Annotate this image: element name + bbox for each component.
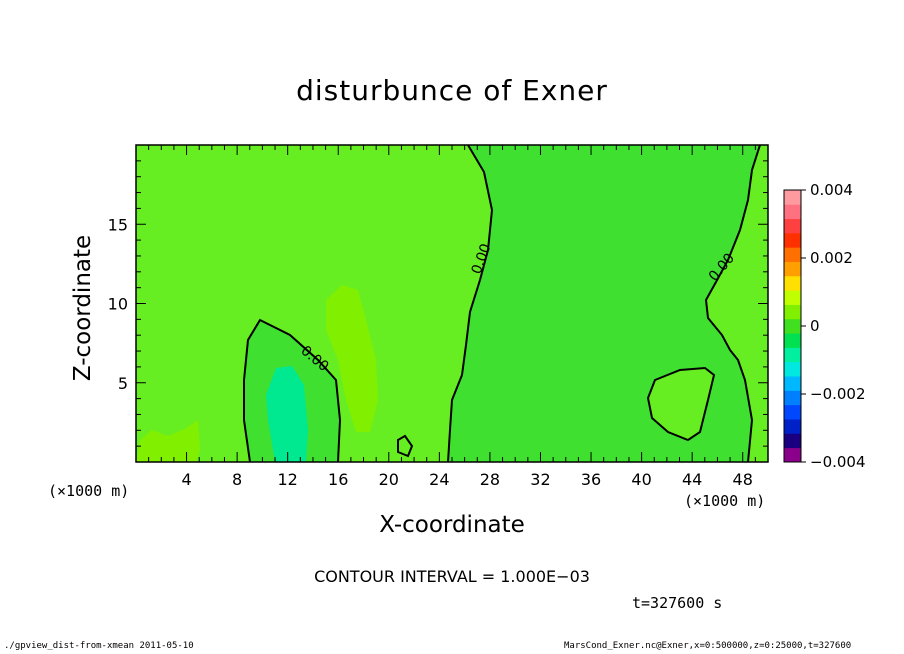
colorbar: 0.004 0.002 0 −0.002 −0.004 bbox=[783, 181, 866, 471]
lower-left-positive bbox=[136, 420, 200, 462]
x-axis-label: X-coordinate bbox=[379, 512, 525, 538]
x-tick-label: 36 bbox=[581, 470, 601, 489]
colorbar-swatch bbox=[784, 204, 801, 220]
x-tick-label: 16 bbox=[328, 470, 348, 489]
colorbar-swatch bbox=[784, 390, 801, 406]
colorbar-swatch bbox=[784, 447, 801, 463]
footer-right: MarsCond_Exner.nc@Exner,x=0:500000,z=0:2… bbox=[564, 641, 852, 651]
colorbar-tick-label: 0 bbox=[810, 317, 820, 335]
colorbar-swatch bbox=[784, 433, 801, 449]
mid-positive-region bbox=[326, 285, 378, 432]
contour-line-right bbox=[704, 145, 761, 462]
x-tick-label: 12 bbox=[278, 470, 298, 489]
time-label: t=327600 s bbox=[632, 594, 723, 612]
y-tick-label: 15 bbox=[108, 215, 128, 234]
chart-title: disturbunce of Exner bbox=[296, 74, 608, 107]
colorbar-swatch bbox=[784, 275, 801, 291]
colorbar-swatch bbox=[784, 290, 801, 305]
x-tick-label: 48 bbox=[733, 470, 753, 489]
colorbar-swatch bbox=[784, 361, 801, 377]
colorbar-swatch bbox=[784, 333, 801, 348]
x-tick-label: 8 bbox=[232, 470, 242, 489]
contour-line-left bbox=[243, 318, 342, 462]
x-tick-label: 32 bbox=[530, 470, 550, 489]
x-tick-label: 40 bbox=[631, 470, 651, 489]
colorbar-tick-label: 0.004 bbox=[810, 181, 853, 199]
right-lower-region bbox=[648, 368, 714, 440]
colorbar-swatch bbox=[784, 318, 801, 334]
plot-area bbox=[136, 145, 768, 462]
contour-line-center bbox=[447, 145, 494, 462]
y-axis-label: Z-coordinate bbox=[70, 234, 96, 382]
colorbar-tick-label: 0.002 bbox=[810, 249, 853, 267]
colorbar-swatch bbox=[784, 232, 801, 248]
colorbar-swatch bbox=[784, 190, 801, 205]
y-tick-label: 5 bbox=[118, 374, 128, 393]
contour-line-small-loop bbox=[397, 434, 414, 458]
colorbar-swatch bbox=[784, 261, 801, 277]
colorbar-swatch bbox=[784, 404, 801, 420]
colorbar-swatch bbox=[784, 376, 801, 391]
colorbar-swatch bbox=[784, 304, 801, 320]
contour-line-right-loop bbox=[646, 366, 716, 442]
y-tick-label: 10 bbox=[108, 295, 128, 314]
x-unit-right: (×1000 m) bbox=[684, 492, 766, 510]
colorbar-swatch bbox=[784, 347, 801, 363]
colorbar-swatch bbox=[784, 419, 801, 434]
colorbar-swatch bbox=[784, 247, 801, 262]
colorbar-tick-label: −0.004 bbox=[810, 453, 866, 471]
contour-interval-label: CONTOUR INTERVAL = 1.000E−03 bbox=[314, 567, 590, 586]
left-core-region bbox=[266, 366, 308, 462]
right-upper-region bbox=[706, 145, 768, 462]
x-tick-label: 20 bbox=[379, 470, 399, 489]
x-tick-label: 28 bbox=[480, 470, 500, 489]
x-tick-label: 44 bbox=[682, 470, 702, 489]
x-unit-left: (×1000 m) bbox=[48, 482, 130, 500]
footer-left: ./gpview_dist-from-xmean 2011-05-10 bbox=[4, 641, 194, 651]
colorbar-tick-label: −0.002 bbox=[810, 385, 866, 403]
x-tick-label: 4 bbox=[181, 470, 191, 489]
x-tick-label: 24 bbox=[429, 470, 449, 489]
colorbar-swatch bbox=[784, 218, 801, 234]
